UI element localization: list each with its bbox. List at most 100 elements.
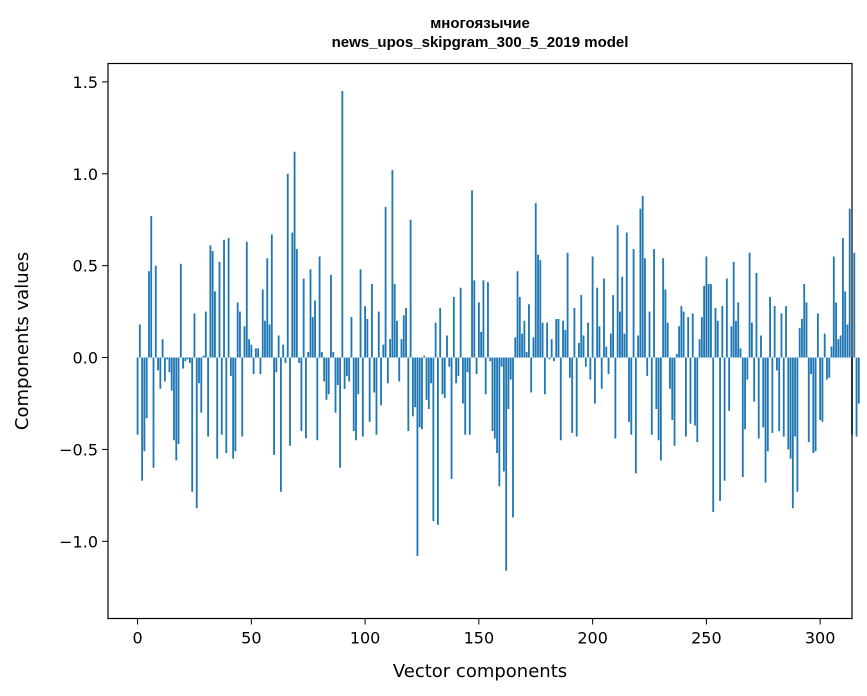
bar [794,357,797,437]
bar [773,306,776,358]
y-tick-label: 0.5 [73,257,98,276]
bar [384,206,387,358]
bar [600,357,603,389]
bar [591,256,594,358]
bar [277,335,280,358]
bar [184,357,187,362]
bar [782,357,785,437]
bar [534,203,537,358]
bar [705,256,708,358]
chart-title-line: news_upos_skipgram_300_5_2019 model [332,34,629,51]
bar [814,357,817,452]
bar [689,357,692,424]
bar [637,335,640,358]
bar [791,357,794,509]
x-axis: 0 50 100 150 200 250 300 [132,618,835,648]
bar [826,357,828,380]
bar [309,269,312,358]
bar [575,357,578,437]
bar [341,91,344,358]
bar [835,302,837,358]
bar [455,357,458,384]
bar [218,261,221,358]
bar [393,284,396,358]
bar [136,357,139,435]
bar [386,357,389,384]
bar [320,352,323,358]
bar [505,357,508,571]
bar [828,357,831,378]
bar [573,307,576,358]
bar [530,357,533,393]
bar [209,245,212,358]
bar [145,357,148,419]
bar [471,190,473,358]
bar [598,326,601,358]
bar [614,357,617,439]
bar [753,357,756,402]
bar [327,357,330,395]
bar [525,352,528,358]
bar [459,287,462,358]
bar [430,357,432,384]
bar [441,357,444,395]
bar [168,357,171,373]
x-tick-label: 250 [691,629,722,648]
bar [161,339,164,358]
bar [543,357,546,395]
bar [350,317,353,358]
bar [648,311,651,358]
bar [166,357,169,360]
x-tick-label: 200 [577,629,608,648]
bar [457,357,460,376]
bar [564,329,567,358]
bar [571,357,574,433]
bar [466,357,469,373]
bar [150,216,153,358]
bar [318,256,321,358]
bar [368,357,371,422]
x-tick-label: 150 [464,629,495,648]
bar [464,357,467,435]
bar [696,357,699,443]
bar [810,357,812,375]
bar [710,284,712,358]
bar [553,357,555,362]
bar [398,357,401,382]
bar [694,357,696,426]
bar [857,357,860,404]
bar [225,357,228,454]
bar [707,284,710,358]
bar [232,357,235,459]
bar [352,357,355,432]
bar [446,335,448,358]
bar [846,324,849,358]
bar [437,357,439,525]
bar [780,313,783,358]
bar [555,318,558,358]
bar [584,357,587,367]
bar [484,357,487,395]
bar [507,357,510,409]
bar [735,320,737,358]
bar [757,357,760,439]
bar [182,357,184,369]
bar [195,357,198,509]
bar [657,357,660,441]
bar [373,357,376,393]
bar [521,333,523,358]
bar [589,357,592,380]
bar [391,170,394,358]
bar [371,284,373,358]
bar [214,291,216,358]
bar [325,357,328,400]
bar [748,252,751,358]
bar [639,208,642,358]
bar [159,357,162,389]
bar [473,280,476,358]
bar [616,225,619,358]
bar [719,357,721,501]
bar [609,333,612,358]
bar [177,357,180,444]
bar [380,357,382,406]
